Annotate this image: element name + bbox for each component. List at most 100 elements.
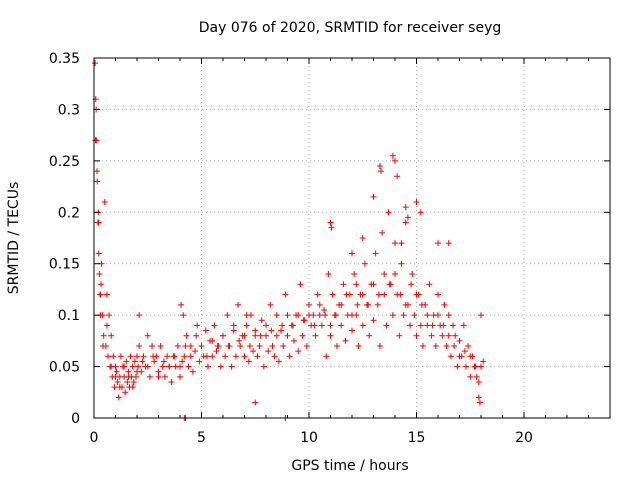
data-point — [349, 327, 355, 334]
data-point — [95, 219, 102, 226]
x-tick-label: 15 — [408, 430, 426, 446]
data-point — [134, 368, 140, 375]
data-point — [329, 291, 336, 298]
data-point — [461, 348, 468, 355]
data-point — [338, 301, 345, 308]
data-point — [429, 322, 436, 329]
data-point — [454, 363, 461, 370]
data-point — [232, 353, 239, 360]
data-point — [441, 301, 448, 308]
chart-title: Day 076 of 2020, SRMTID for receiver sey… — [199, 20, 502, 36]
data-point — [354, 301, 361, 308]
data-point — [323, 353, 330, 360]
data-point — [408, 281, 415, 288]
data-point — [187, 343, 194, 349]
data-point — [295, 348, 302, 355]
data-point — [374, 301, 381, 308]
data-point — [185, 363, 192, 370]
data-point — [182, 343, 189, 349]
data-point — [203, 353, 210, 360]
data-point — [439, 332, 446, 339]
data-point — [192, 348, 199, 355]
data-point — [413, 332, 420, 339]
data-point — [316, 301, 323, 308]
data-point — [338, 322, 345, 329]
data-point — [435, 240, 441, 247]
data-point — [134, 353, 140, 360]
data-point — [144, 363, 151, 370]
data-point — [389, 312, 396, 319]
data-point — [376, 343, 383, 349]
data-point — [278, 327, 285, 334]
data-point — [426, 281, 433, 288]
data-point — [98, 281, 105, 288]
data-point — [265, 348, 272, 355]
data-point — [359, 235, 366, 241]
data-point — [122, 389, 129, 396]
data-point — [392, 157, 398, 164]
data-point — [125, 368, 132, 375]
y-tick-label: 0.05 — [49, 360, 80, 376]
data-point — [159, 363, 166, 370]
data-point — [332, 312, 339, 319]
data-point — [155, 373, 162, 380]
data-point — [108, 332, 115, 339]
data-point — [327, 332, 334, 339]
data-point — [174, 343, 181, 349]
data-point — [214, 343, 221, 349]
data-point — [379, 229, 386, 236]
data-points — [92, 60, 487, 421]
data-point — [275, 358, 282, 365]
data-point — [243, 312, 250, 319]
grid — [94, 58, 610, 418]
data-point — [209, 337, 216, 344]
data-point — [115, 394, 122, 401]
data-point — [157, 343, 164, 349]
data-point — [202, 327, 209, 334]
data-point — [269, 343, 276, 349]
data-point — [452, 332, 459, 339]
y-tick-label: 0.35 — [49, 51, 80, 67]
data-point — [236, 337, 243, 344]
y-tick-label: 0 — [71, 411, 80, 427]
data-point — [257, 332, 264, 339]
data-point — [402, 204, 409, 211]
data-point — [440, 322, 447, 329]
x-tick-label: 5 — [197, 430, 206, 446]
data-point — [110, 353, 117, 360]
data-point — [117, 353, 124, 360]
data-point — [139, 358, 146, 365]
data-point — [246, 343, 253, 349]
data-point — [413, 199, 420, 205]
data-point — [476, 399, 483, 406]
data-point — [398, 240, 405, 247]
data-point — [418, 301, 425, 308]
data-point — [295, 312, 302, 319]
data-point — [385, 209, 392, 216]
data-point — [306, 301, 312, 308]
y-tick-label: 0.15 — [49, 257, 80, 273]
data-point — [478, 363, 484, 370]
data-point — [179, 358, 186, 365]
data-point — [132, 373, 139, 380]
y-tick-label: 0.2 — [58, 205, 80, 221]
data-point — [378, 168, 385, 175]
data-point — [312, 332, 319, 339]
data-point — [318, 322, 325, 329]
data-point — [94, 178, 101, 185]
plot-frame — [93, 57, 611, 419]
data-point — [127, 353, 134, 360]
data-point — [123, 358, 130, 365]
data-point — [252, 327, 259, 334]
data-point — [217, 363, 224, 370]
data-point — [349, 312, 355, 319]
data-point — [104, 353, 111, 360]
data-point — [359, 322, 366, 329]
data-point — [124, 379, 131, 385]
data-point — [181, 353, 188, 360]
data-point — [432, 343, 439, 349]
data-point — [103, 291, 110, 298]
data-point — [398, 260, 405, 267]
data-point — [392, 240, 398, 247]
